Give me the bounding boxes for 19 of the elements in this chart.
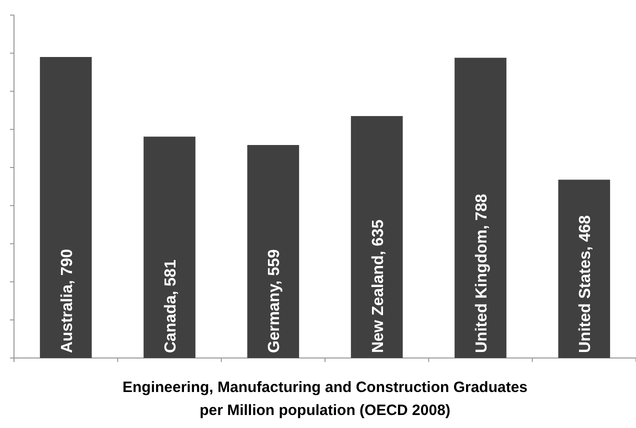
x-tick-label: Australia (58, 284, 76, 353)
x-tick-label: Canada (162, 295, 180, 353)
data-label: , 581 (162, 260, 180, 296)
x-tick-label: United States (577, 250, 594, 353)
text: Engineering, Manufacturing and Construction Graduates per Million population (OECD 2008) (122, 379, 528, 419)
data-label: , 790 (58, 248, 76, 285)
data-label: , 559 (266, 249, 284, 285)
bar (454, 58, 506, 358)
bar (144, 136, 196, 358)
bar (558, 180, 610, 358)
bar (247, 145, 300, 358)
bar (40, 57, 92, 358)
x-tick-label: Germany (266, 284, 284, 353)
x-tick-label: United Kingdom (474, 229, 490, 353)
data-label: , 635 (370, 220, 387, 256)
data-label: , 468 (577, 215, 594, 251)
data-label: , 788 (474, 194, 490, 230)
x-tick-label: New Zealand (370, 255, 387, 353)
bar (350, 116, 403, 358)
